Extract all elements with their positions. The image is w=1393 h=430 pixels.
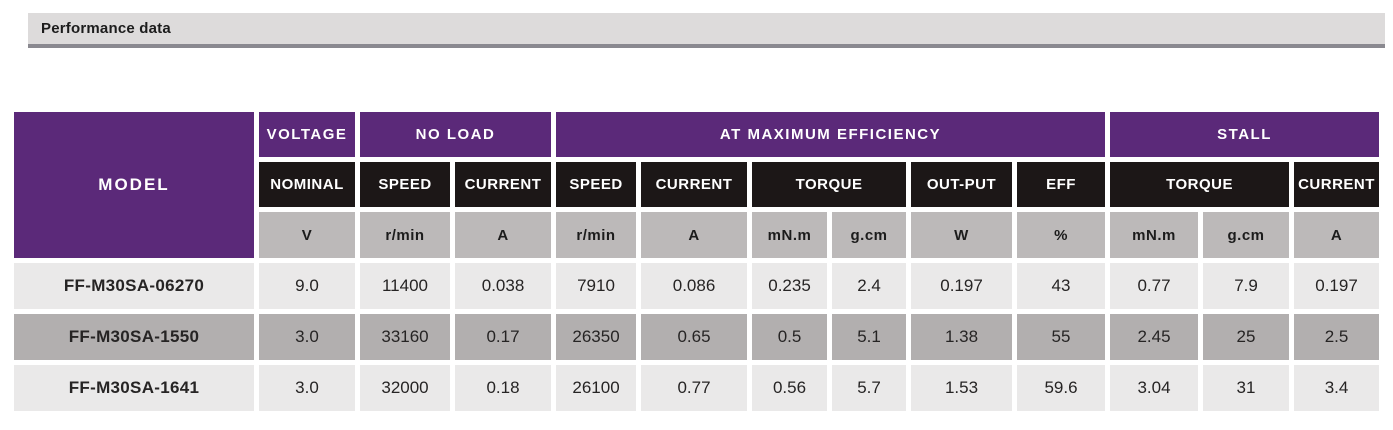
group-header-at-maximum-efficiency: AT MAXIMUM EFFICIENCY [556,112,1106,157]
group-header-row: MODEL VOLTAGE NO LOAD AT MAXIMUM EFFICIE… [14,112,1380,258]
value-cell: 0.086 [641,263,748,309]
value-cell: 43 [1017,263,1106,309]
sub-header-eff: EFF [1017,162,1106,207]
unit-max-eff-current: A [641,212,748,258]
value-cell: 3.0 [259,365,355,411]
value-cell: 0.038 [455,263,552,309]
value-cell: 0.56 [752,365,828,411]
section-header-bar: Performance data [28,13,1385,48]
value-cell: 9.0 [259,263,355,309]
sub-header-output: OUT-PUT [911,162,1013,207]
value-cell: 0.197 [911,263,1013,309]
value-cell: 0.17 [455,314,552,360]
sub-header-no-load-current: CURRENT [455,162,552,207]
model-cell: FF-M30SA-1641 [14,365,254,411]
value-cell: 0.18 [455,365,552,411]
table-row: FF-M30SA-1641 3.0 32000 0.18 26100 0.77 … [14,365,1380,411]
sub-header-max-eff-speed: SPEED [556,162,637,207]
value-cell: 0.197 [1294,263,1380,309]
value-cell: 1.53 [911,365,1013,411]
value-cell: 7910 [556,263,637,309]
unit-stall-torque-mnm: mN.m [1110,212,1199,258]
unit-no-load-speed: r/min [360,212,450,258]
group-header-no-load: NO LOAD [360,112,552,157]
unit-volt: V [259,212,355,258]
value-cell: 0.235 [752,263,828,309]
value-cell: 7.9 [1203,263,1290,309]
sub-header-row: NOMINAL SPEED CURRENT SPEED CURRENT TORQ… [14,162,1380,207]
sub-header-stall-torque: TORQUE [1110,162,1290,207]
section-title: Performance data [41,20,171,37]
value-cell: 32000 [360,365,450,411]
value-cell: 59.6 [1017,365,1106,411]
table-row: FF-M30SA-1550 3.0 33160 0.17 26350 0.65 … [14,314,1380,360]
value-cell: 55 [1017,314,1106,360]
value-cell: 26350 [556,314,637,360]
value-cell: 0.77 [1110,263,1199,309]
unit-output-watt: W [911,212,1013,258]
unit-max-eff-torque-mnm: mN.m [752,212,828,258]
value-cell: 5.7 [832,365,907,411]
value-cell: 2.5 [1294,314,1380,360]
value-cell: 0.65 [641,314,748,360]
table-row: FF-M30SA-06270 9.0 11400 0.038 7910 0.08… [14,263,1380,309]
performance-data-table: MODEL VOLTAGE NO LOAD AT MAXIMUM EFFICIE… [9,107,1384,416]
value-cell: 3.04 [1110,365,1199,411]
value-cell: 0.5 [752,314,828,360]
sub-header-no-load-speed: SPEED [360,162,450,207]
value-cell: 5.1 [832,314,907,360]
unit-max-eff-speed: r/min [556,212,637,258]
value-cell: 26100 [556,365,637,411]
model-cell: FF-M30SA-06270 [14,263,254,309]
value-cell: 3.4 [1294,365,1380,411]
unit-eff-percent: % [1017,212,1106,258]
unit-stall-current: A [1294,212,1380,258]
value-cell: 25 [1203,314,1290,360]
value-cell: 2.4 [832,263,907,309]
unit-stall-torque-gcm: g.cm [1203,212,1290,258]
sub-header-stall-current: CURRENT [1294,162,1380,207]
sub-header-max-eff-torque: TORQUE [752,162,907,207]
unit-max-eff-torque-gcm: g.cm [832,212,907,258]
group-header-stall: STALL [1110,112,1380,157]
value-cell: 1.38 [911,314,1013,360]
value-cell: 0.77 [641,365,748,411]
value-cell: 11400 [360,263,450,309]
value-cell: 33160 [360,314,450,360]
value-cell: 31 [1203,365,1290,411]
group-header-voltage: VOLTAGE [259,112,355,157]
column-header-model: MODEL [14,112,254,258]
sub-header-nominal: NOMINAL [259,162,355,207]
value-cell: 3.0 [259,314,355,360]
sub-header-max-eff-current: CURRENT [641,162,748,207]
unit-row: V r/min A r/min A mN.m g.cm W % mN.m g.c… [14,212,1380,258]
value-cell: 2.45 [1110,314,1199,360]
model-cell: FF-M30SA-1550 [14,314,254,360]
unit-no-load-current: A [455,212,552,258]
